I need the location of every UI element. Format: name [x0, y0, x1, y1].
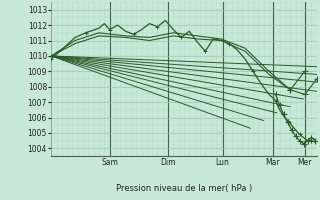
Text: Dim: Dim — [160, 158, 176, 167]
Text: Lun: Lun — [216, 158, 229, 167]
Text: Mar: Mar — [266, 158, 280, 167]
Text: Pression niveau de la mer( hPa ): Pression niveau de la mer( hPa ) — [116, 184, 252, 193]
Text: Mer: Mer — [298, 158, 312, 167]
Text: Sam: Sam — [101, 158, 118, 167]
